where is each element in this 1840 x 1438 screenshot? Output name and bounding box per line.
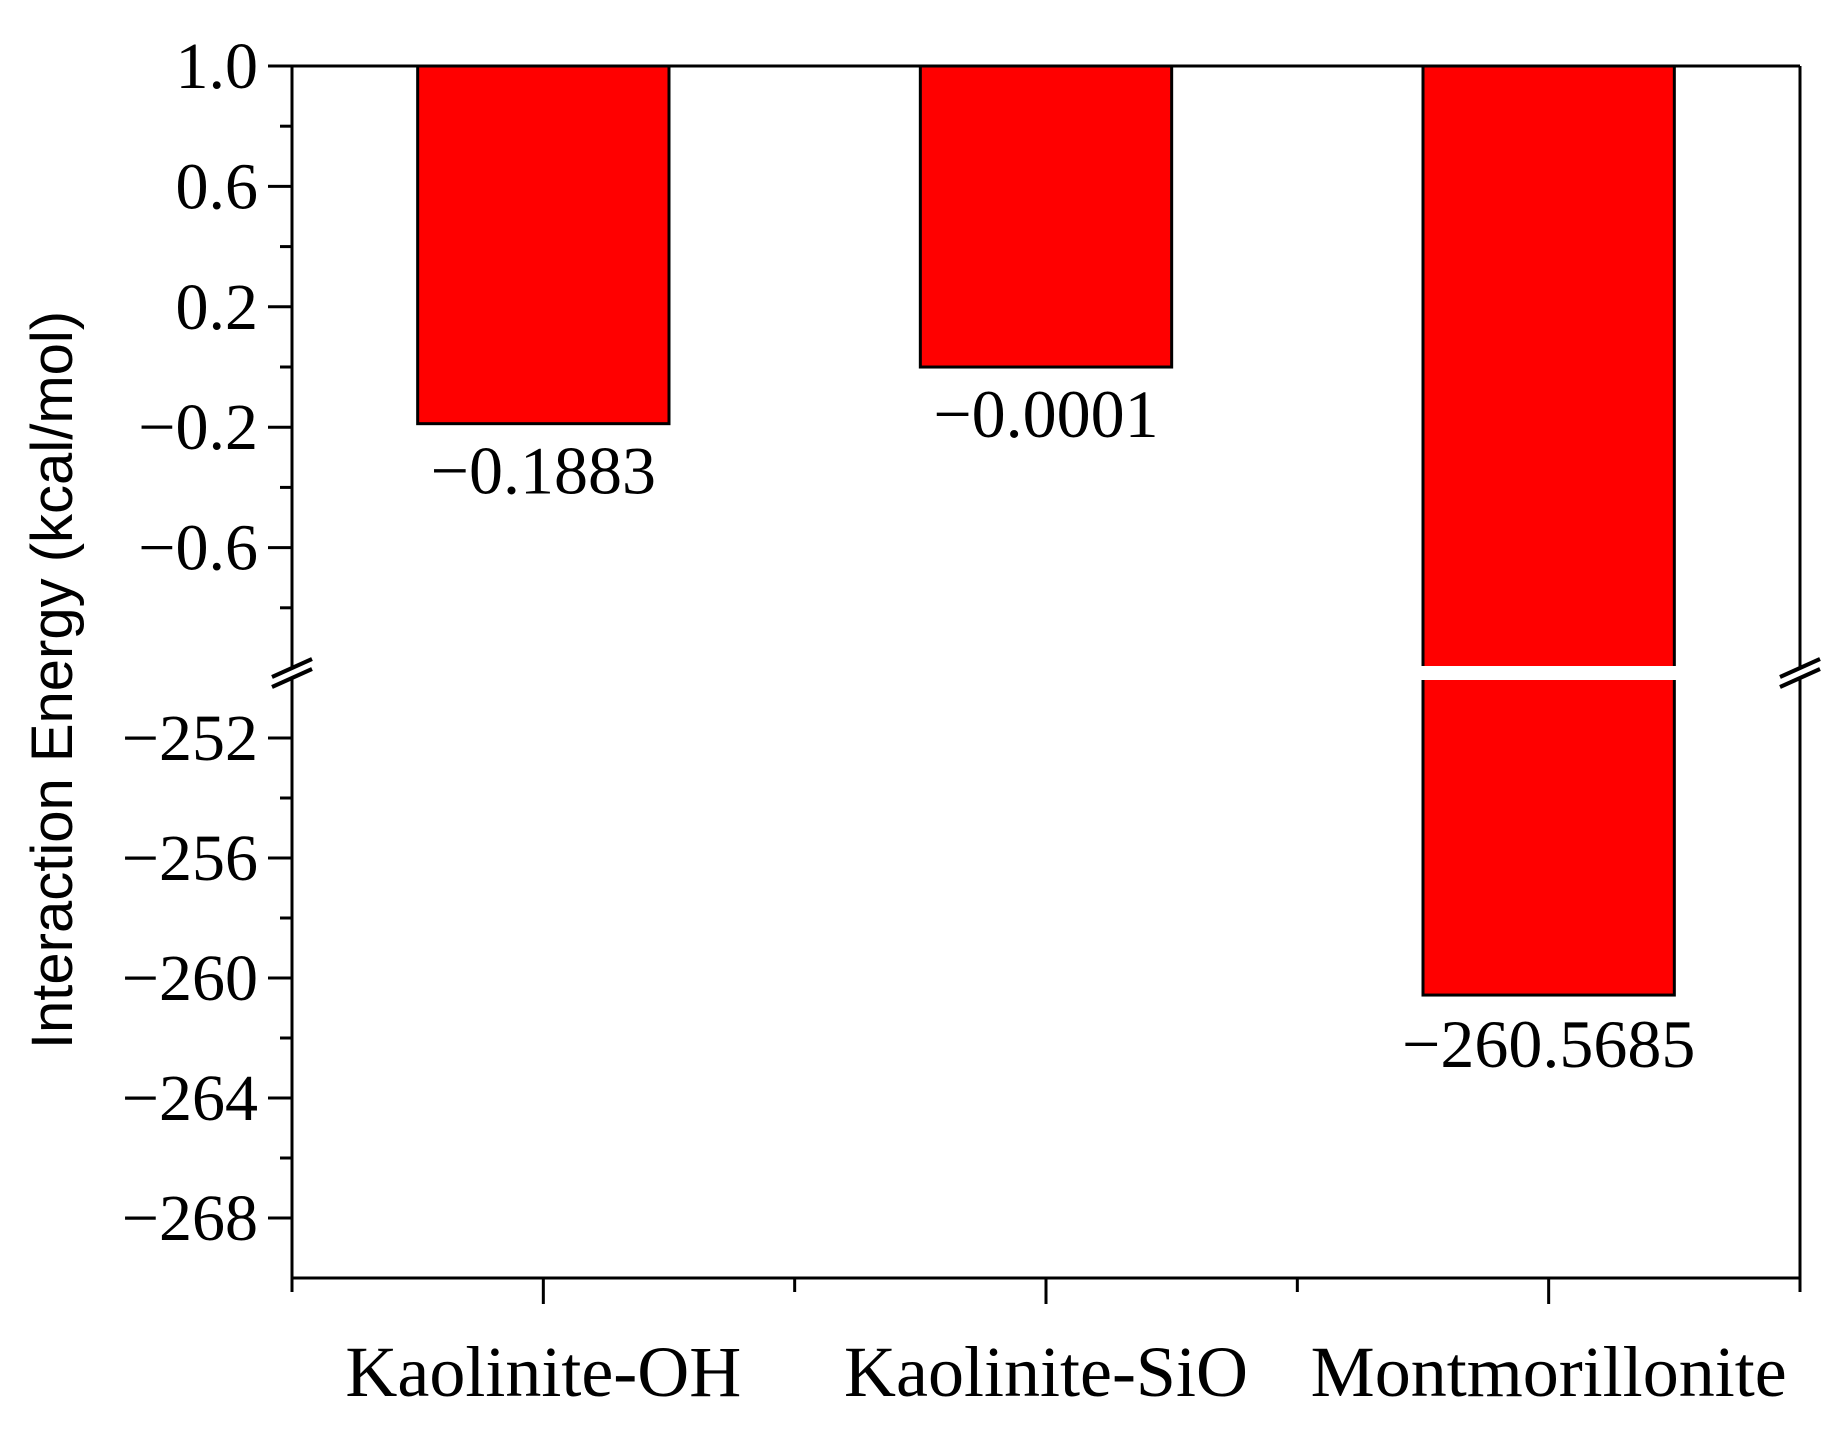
y-axis-title: Interaction Energy (kcal/mol) (20, 311, 85, 1049)
bar (416, 64, 671, 426)
right-axis-break-mark (1779, 667, 1821, 689)
y-tick-label: 0.2 (176, 271, 259, 344)
right-axis-break-mark (1779, 657, 1821, 679)
left-axis-break-mark (271, 657, 313, 679)
data-label: −0.0001 (933, 376, 1158, 452)
data-label: −260.5685 (1402, 1006, 1695, 1082)
x-category-label: Kaolinite-OH (345, 1332, 741, 1412)
bar-upper-part (1421, 64, 1676, 670)
y-tick-label: −268 (122, 1182, 258, 1255)
data-label: −0.1883 (431, 433, 656, 509)
labels: 1.0 0.6 0.2 −0.2 −0.6 −252 −256 −260 −264 −268 Kao… (122, 30, 1787, 1412)
bar-lower-part (1421, 676, 1676, 997)
y-tick-label: 1.0 (176, 30, 259, 103)
x-category-label: Montmorillonite (1311, 1332, 1787, 1412)
bar (918, 64, 1174, 369)
y-tick-label: −252 (122, 702, 258, 775)
y-tick-label: −0.6 (138, 512, 258, 585)
y-tick-label: −260 (122, 942, 258, 1015)
y-tick-label: −0.2 (138, 391, 258, 464)
left-axis-break-mark (271, 667, 313, 689)
y-tick-label: −264 (122, 1062, 258, 1135)
bar-break-gap (1419, 666, 1679, 680)
x-category-label: Kaolinite-SiO (844, 1332, 1248, 1412)
y-tick-label: −256 (122, 822, 258, 895)
axis-ticks (268, 64, 1802, 1304)
bars (416, 64, 1679, 997)
y-tick-label: 0.6 (176, 150, 259, 223)
